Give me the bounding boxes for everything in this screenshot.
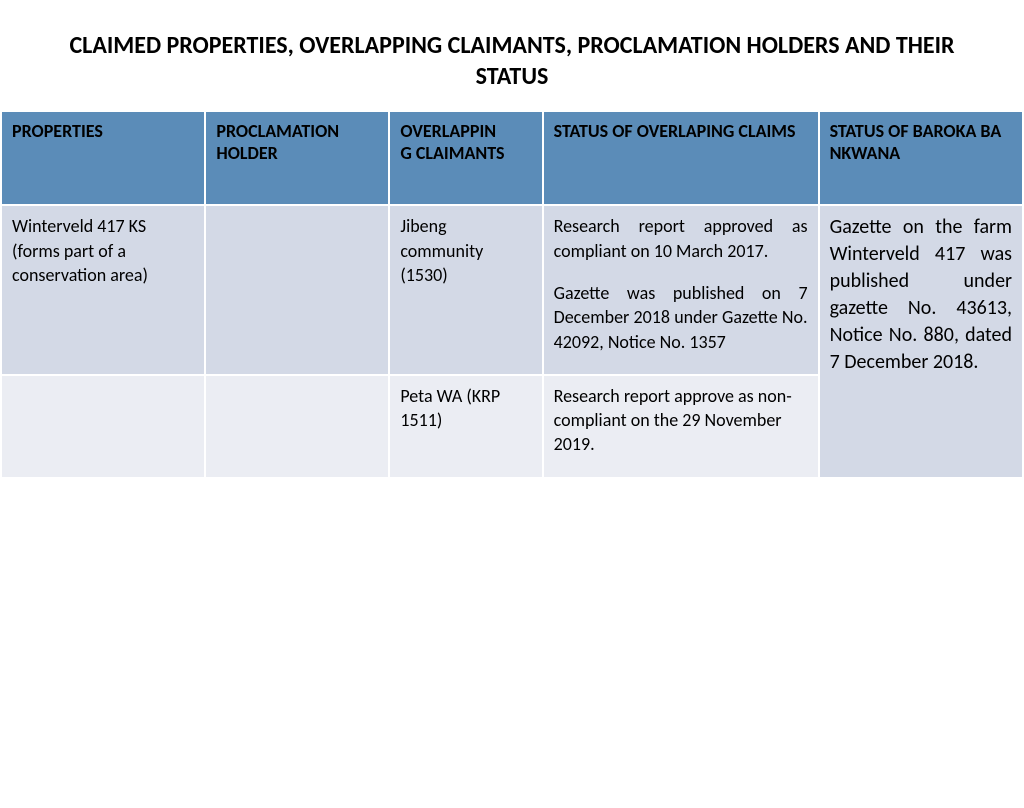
cell-claimants: Jibeng community (1530)	[389, 205, 542, 374]
overlap-para-2: Gazette was published on 7 December 2018…	[554, 281, 808, 354]
col-header-properties: PROPERTIES	[1, 111, 205, 205]
overlap-para-1: Research report approve as non-compliant…	[554, 384, 808, 457]
cell-holder	[205, 205, 389, 374]
cell-claimants: Peta WA (KRP 1511)	[389, 375, 542, 478]
table-row: Winterveld 417 KS (forms part of a conse…	[1, 205, 1023, 374]
col-header-baroka-status: STATUS OF BAROKA BA NKWANA	[819, 111, 1023, 205]
table-header-row: PROPERTIES PROCLAMATION HOLDER OVERLAPPI…	[1, 111, 1023, 205]
cell-holder	[205, 375, 389, 478]
cell-overlap-status: Research report approved as compliant on…	[543, 205, 819, 374]
overlap-para-1: Research report approved as compliant on…	[554, 214, 808, 263]
col-header-overlap-status: STATUS OF OVERLAPING CLAIMS	[543, 111, 819, 205]
col-header-holder: PROCLAMATION HOLDER	[205, 111, 389, 205]
cell-baroka-status: Gazette on the farm Winterveld 417 was p…	[819, 205, 1023, 477]
slide-title: CLAIMED PROPERTIES, OVERLAPPING CLAIMANT…	[0, 0, 1024, 110]
cell-properties	[1, 375, 205, 478]
col-header-claimants: OVERLAPPING CLAIMANTS	[389, 111, 542, 205]
cell-properties: Winterveld 417 KS (forms part of a conse…	[1, 205, 205, 374]
slide: CLAIMED PROPERTIES, OVERLAPPING CLAIMANT…	[0, 0, 1024, 808]
cell-overlap-status: Research report approve as non-compliant…	[543, 375, 819, 478]
claims-table: PROPERTIES PROCLAMATION HOLDER OVERLAPPI…	[0, 110, 1024, 478]
